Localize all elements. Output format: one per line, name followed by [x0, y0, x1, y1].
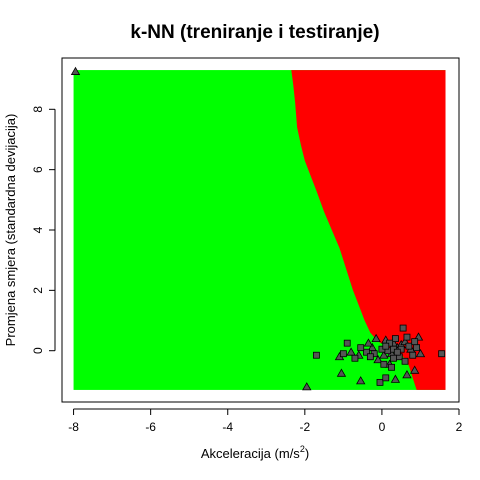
square-point [343, 339, 351, 347]
square-point [382, 374, 390, 382]
triangle-point [390, 374, 401, 383]
triangle-point [415, 348, 426, 358]
x-tick-label: -4 [222, 420, 233, 434]
y-axis-label: Promjena smjera (standardna devijacija) [3, 114, 18, 347]
square-point [312, 351, 320, 359]
triangle-point [409, 365, 420, 374]
x-tick-label: -8 [68, 420, 79, 434]
y-axis: 0 2 4 6 8 [31, 106, 56, 354]
triangle-point [373, 354, 383, 364]
square-point [438, 350, 446, 358]
square-point [411, 338, 419, 346]
y-tick-label: 2 [31, 287, 45, 294]
triangle-point [336, 368, 347, 377]
y-tick-label: 0 [31, 347, 45, 354]
y-tick-label: 6 [31, 166, 45, 173]
square-point [409, 351, 417, 359]
x-tick-label: -6 [145, 420, 156, 434]
square-point [390, 354, 397, 362]
square-point [376, 378, 384, 386]
decision-regions [73, 70, 446, 390]
square-point [405, 342, 413, 350]
square-point [380, 360, 388, 368]
triangle-point [356, 376, 366, 385]
plot-box [61, 57, 460, 403]
triangle-point [371, 333, 381, 343]
triangle-point [402, 370, 412, 379]
triangle-point [70, 66, 81, 75]
x-axis-label: Akceleracija (m/s2) [201, 444, 309, 461]
square-point [401, 357, 409, 365]
triangle-point [302, 382, 312, 391]
square-point [392, 335, 399, 343]
y-tick-label: 8 [31, 106, 45, 113]
square-point [399, 324, 407, 332]
square-point [403, 333, 411, 341]
chart-title: k-NN (treniranje i testiranje) [130, 22, 379, 43]
square-point [339, 350, 347, 358]
triangle-point [363, 338, 374, 347]
square-point [393, 348, 401, 356]
square-point [413, 344, 421, 352]
data-points [70, 66, 446, 391]
x-tick-label: 0 [379, 420, 386, 434]
y-tick-label: 4 [31, 226, 45, 233]
square-point [382, 342, 390, 350]
square-point [357, 344, 365, 352]
square-point [388, 363, 395, 371]
square-point [351, 354, 359, 362]
square-point [363, 348, 370, 356]
x-tick-label: -2 [299, 420, 310, 434]
x-tick-label: 2 [456, 420, 463, 434]
x-axis: -8 -6 -4 -2 0 2 [68, 408, 463, 434]
triangle-point [346, 347, 356, 356]
square-point [366, 353, 374, 361]
triangle-point [379, 350, 389, 359]
region-red [291, 70, 446, 390]
